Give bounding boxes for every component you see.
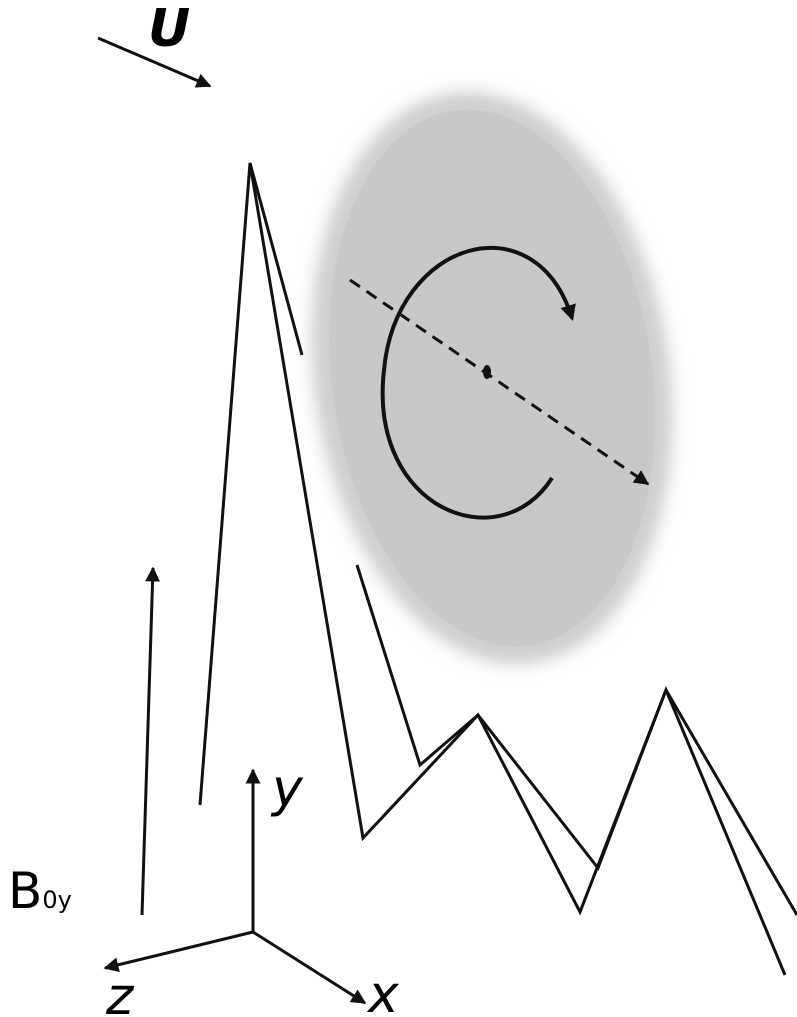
y-axis-label: y <box>270 759 304 819</box>
velocity-arrow <box>97 36 212 88</box>
field-line <box>198 162 304 806</box>
field-symbol: B <box>8 862 42 920</box>
field-line <box>248 162 787 976</box>
velocity-label: U <box>148 0 190 59</box>
vortex-center <box>483 365 491 379</box>
z-axis-label: z <box>105 967 135 1017</box>
vortex-axis <box>349 278 650 486</box>
vortex-core <box>329 109 655 647</box>
x-axis-label: x <box>366 965 400 1017</box>
field-line <box>355 564 797 916</box>
rotation-arrow <box>380 245 576 520</box>
field-arrow <box>140 566 161 916</box>
field-subscript: 0y <box>42 886 71 914</box>
z-axis <box>103 930 254 973</box>
field-label: B0y <box>8 862 72 920</box>
x-axis <box>252 930 367 1005</box>
